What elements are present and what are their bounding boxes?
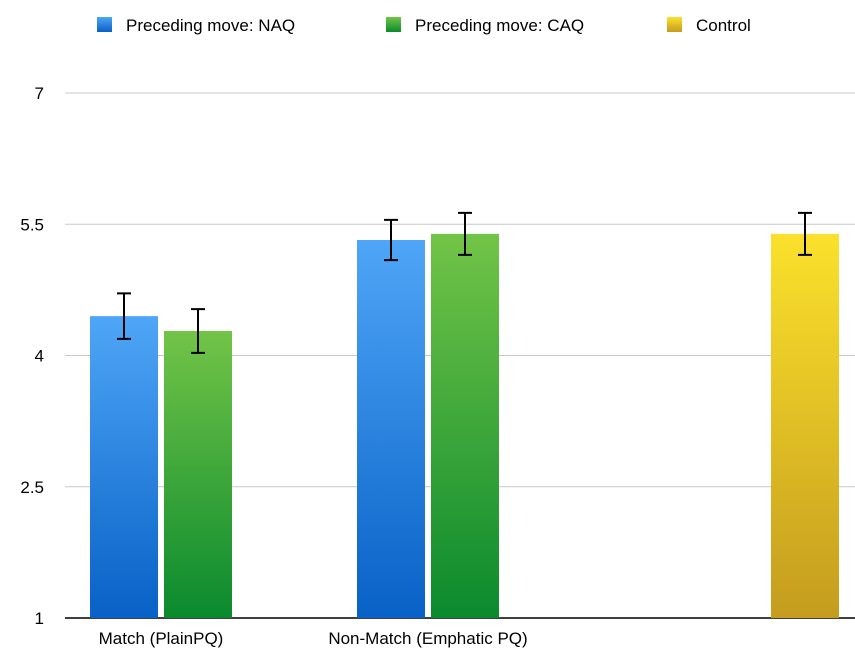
y-tick-label: 4 — [35, 347, 44, 366]
legend-label: Preceding move: CAQ — [415, 16, 584, 35]
x-axis-ticks: Match (PlainPQ) Non-Match (Emphatic PQ) — [99, 629, 528, 648]
legend-swatch — [97, 17, 112, 32]
error-bar — [458, 211, 472, 256]
error-bar — [117, 292, 131, 340]
error-bars — [117, 211, 812, 354]
legend-item: Control — [667, 16, 751, 35]
error-bar — [798, 211, 812, 256]
bar — [90, 316, 158, 618]
x-tick-label: Non-Match (Emphatic PQ) — [328, 629, 527, 648]
legend-swatch — [667, 17, 682, 32]
legend-item: Preceding move: CAQ — [386, 16, 584, 35]
legend: Preceding move: NAQ Preceding move: CAQ Co… — [97, 16, 751, 35]
bar — [431, 233, 499, 618]
bar — [771, 233, 839, 618]
legend-label: Preceding move: NAQ — [126, 16, 295, 35]
bars — [90, 233, 839, 618]
y-tick-label: 5.5 — [20, 215, 44, 234]
legend-item: Preceding move: NAQ — [97, 16, 295, 35]
error-bar — [384, 218, 398, 262]
y-tick-label: 2.5 — [20, 478, 44, 497]
bar — [164, 331, 232, 618]
y-tick-label: 1 — [35, 609, 44, 628]
error-bar — [191, 308, 205, 354]
bar — [357, 240, 425, 618]
legend-swatch — [386, 17, 401, 32]
legend-label: Control — [696, 16, 751, 35]
y-axis-ticks: 1 2.5 4 5.5 7 — [20, 84, 44, 628]
x-tick-label: Match (PlainPQ) — [99, 629, 224, 648]
y-tick-label: 7 — [35, 84, 44, 103]
